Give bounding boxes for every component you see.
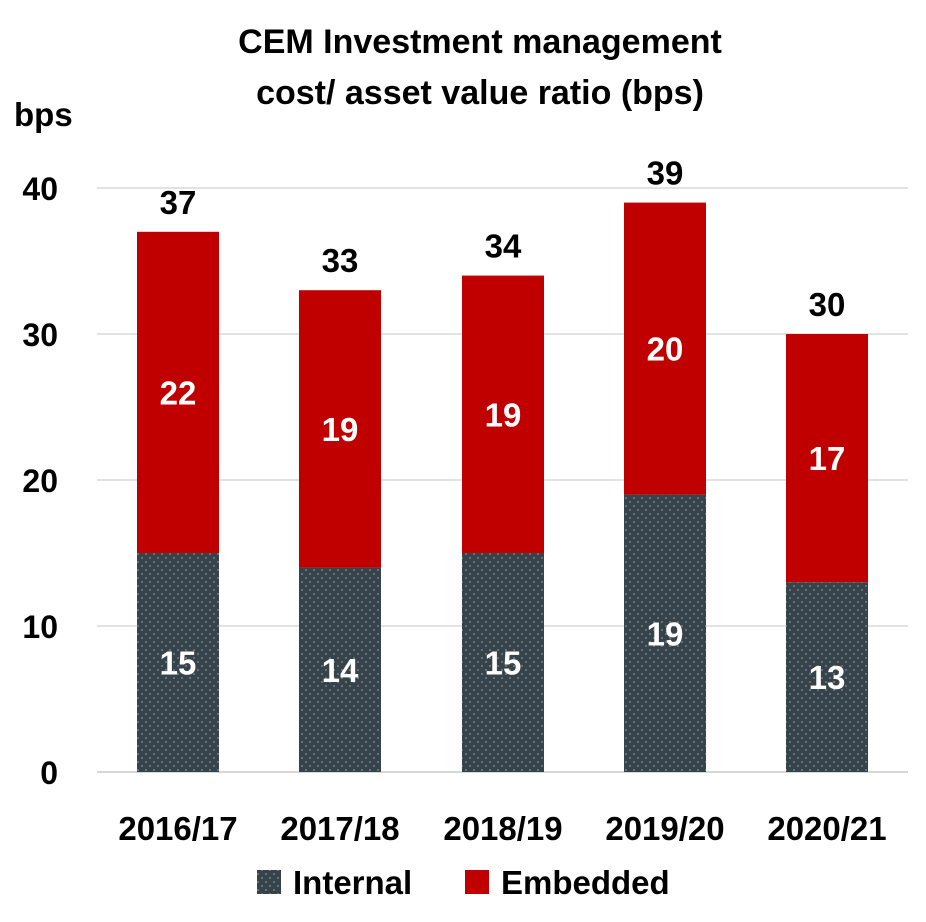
data-label-embedded: 22 <box>160 374 197 411</box>
bar-embedded <box>786 334 868 583</box>
data-label-internal: 13 <box>809 659 846 696</box>
data-label-internal: 19 <box>647 615 684 652</box>
legend-swatch-internal <box>257 870 281 894</box>
x-tick-label: 2017/18 <box>280 810 399 847</box>
chart-title-line-1: CEM Investment management <box>238 23 722 61</box>
data-label-embedded: 20 <box>647 331 684 368</box>
bar-embedded <box>299 290 381 568</box>
bar-internal <box>786 582 868 772</box>
bar-internal <box>462 553 544 772</box>
x-tick-label: 2018/19 <box>443 810 562 847</box>
legend-label-embedded: Embedded <box>501 864 670 901</box>
bar-embedded <box>462 275 544 553</box>
total-label: 33 <box>322 242 359 279</box>
y-axis-ticks: 0 10 20 30 40 <box>22 171 58 791</box>
bar-embedded <box>624 202 706 495</box>
total-label: 37 <box>160 184 197 221</box>
y-axis-label: bps <box>14 96 73 133</box>
legend-swatch-embedded <box>465 870 489 894</box>
total-label: 34 <box>485 228 522 265</box>
data-label-embedded: 17 <box>809 440 846 477</box>
y-tick-label: 30 <box>22 317 58 353</box>
legend: Internal Embedded <box>257 864 670 901</box>
x-tick-label: 2020/21 <box>767 810 886 847</box>
data-label-embedded: 19 <box>485 396 522 433</box>
bars: 15 22 37 14 19 33 15 19 34 19 20 39 13 17 30 <box>137 155 868 772</box>
data-label-embedded: 19 <box>322 411 359 448</box>
y-tick-label: 0 <box>40 755 58 791</box>
chart-title-line-2: cost/ asset value ratio (bps) <box>256 74 704 112</box>
data-label-internal: 14 <box>322 652 359 689</box>
bar-internal <box>137 553 219 772</box>
x-axis-ticks: 2016/17 2017/18 2018/19 2019/20 2020/21 <box>118 810 886 847</box>
y-tick-label: 10 <box>22 609 58 645</box>
x-tick-label: 2019/20 <box>605 810 724 847</box>
bar-embedded <box>137 231 219 554</box>
bar-internal <box>299 567 381 772</box>
legend-label-internal: Internal <box>293 864 412 901</box>
total-label: 30 <box>809 286 846 323</box>
y-tick-label: 20 <box>22 463 58 499</box>
bar-internal <box>624 494 706 772</box>
total-label: 39 <box>647 155 684 192</box>
data-label-internal: 15 <box>485 645 522 682</box>
y-tick-label: 40 <box>22 171 58 207</box>
data-label-internal: 15 <box>160 645 197 682</box>
x-tick-label: 2016/17 <box>118 810 237 847</box>
